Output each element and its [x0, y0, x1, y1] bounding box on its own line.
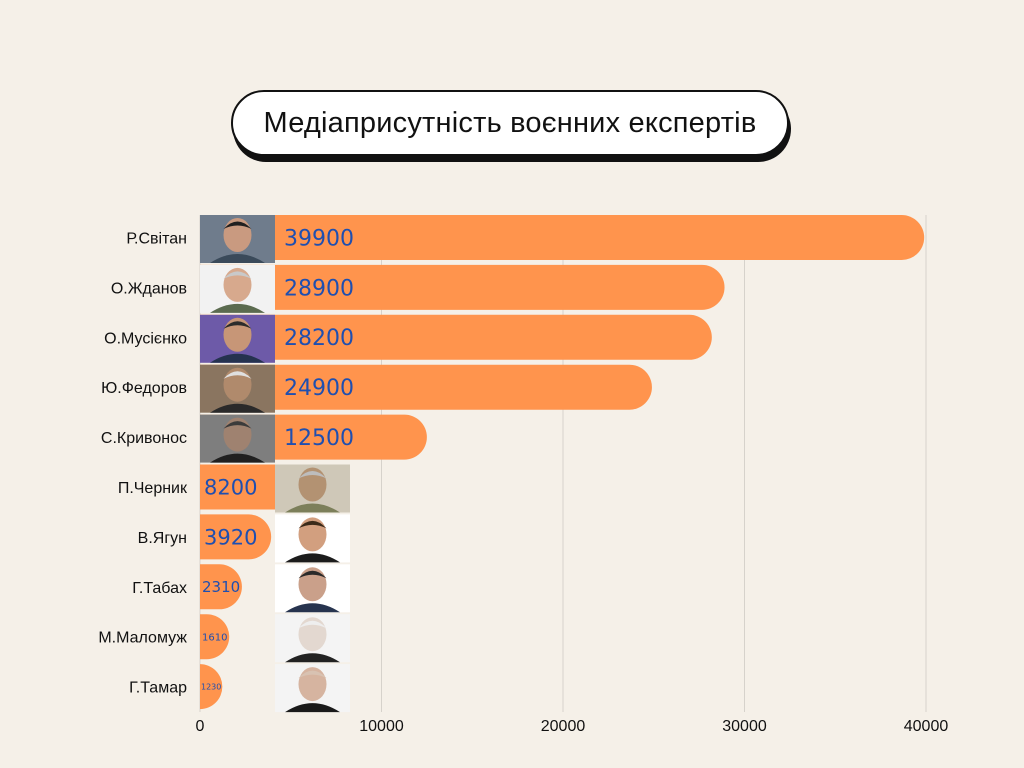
portrait-photo: [275, 514, 350, 563]
category-label: Г.Тамар: [129, 680, 187, 697]
category-label: М.Маломуж: [98, 630, 187, 647]
value-label: 39900: [284, 226, 354, 251]
portrait-photo: [200, 215, 275, 263]
category-label: В.Ягун: [138, 530, 187, 547]
value-label: 28900: [284, 276, 354, 301]
x-tick-label: 0: [196, 718, 205, 735]
portrait-photo: [200, 314, 275, 363]
portrait-photo: [200, 264, 275, 313]
category-label: С.Кривонос: [101, 430, 187, 447]
portrait-photo: [275, 564, 350, 613]
bar: [200, 614, 230, 660]
portrait-photo: [275, 614, 350, 663]
value-label: 2310: [202, 578, 240, 596]
bar: [200, 364, 652, 410]
category-label: Г.Табах: [132, 580, 187, 597]
value-label: 28200: [284, 326, 354, 351]
category-label: Ю.Федоров: [101, 380, 187, 397]
category-labels-group: Р.Світан О.Жданов О.Мусієнко Ю.Федоров С.Кри…: [98, 231, 188, 697]
bar: [200, 664, 223, 710]
bar: [200, 314, 712, 360]
portrait-photo: [200, 364, 275, 413]
portrait-photo: [200, 414, 275, 463]
value-label: 1610: [202, 632, 227, 643]
bar: [200, 514, 272, 560]
category-label: Р.Світан: [126, 231, 187, 248]
x-tick-label: 10000: [359, 718, 404, 735]
chart-title: Медіаприсутність воєнних експертів: [231, 90, 789, 156]
x-tick-label: 30000: [722, 718, 767, 735]
value-label: 12500: [284, 426, 354, 451]
value-label: 1230: [201, 682, 221, 691]
value-labels-group: 39900 28900 28200 24900 12500 8200 3920 2310 161…: [201, 226, 354, 691]
portrait-photo: [275, 664, 350, 713]
value-label: 24900: [284, 376, 354, 401]
bar: [200, 264, 725, 310]
chart-title-container: Медіаприсутність воєнних експертів: [231, 90, 793, 164]
bar: [200, 564, 242, 610]
category-label: П.Черник: [118, 480, 188, 497]
value-label: 8200: [204, 476, 257, 500]
x-tick-label: 20000: [541, 718, 586, 735]
x-tick-label: 40000: [904, 718, 949, 735]
bar: [200, 215, 925, 260]
portrait-photo: [275, 464, 350, 513]
value-label: 3920: [204, 525, 257, 549]
category-label: О.Жданов: [111, 280, 187, 297]
category-label: О.Мусієнко: [104, 330, 187, 347]
photos-group: [200, 215, 350, 713]
x-axis-ticks-group: 0 10000 20000 30000 40000: [196, 718, 949, 735]
